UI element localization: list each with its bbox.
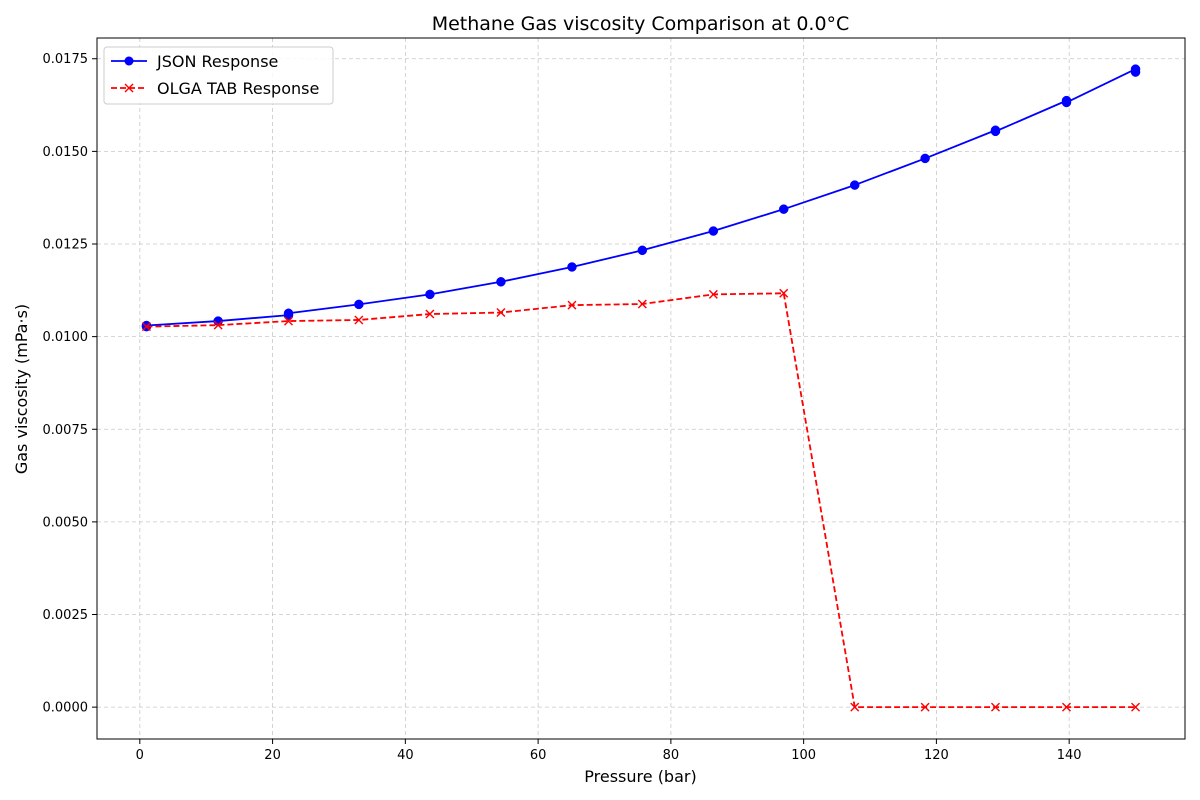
y-axis-label: Gas viscosity (mPa·s) — [12, 304, 31, 474]
x-marker-stroke — [637, 299, 647, 309]
legend-label-1: JSON Response — [156, 52, 278, 71]
x-marker-stroke — [567, 300, 577, 310]
series-2-point — [637, 299, 647, 309]
series-2-point — [708, 289, 718, 299]
x-marker-stroke — [708, 289, 718, 299]
y-tick-label: 0.0050 — [43, 515, 89, 530]
x-tick-label: 80 — [663, 748, 680, 763]
y-tick-label: 0.0125 — [43, 238, 89, 253]
x-marker-stroke — [496, 308, 506, 318]
series-1-point — [637, 245, 648, 256]
legend-label-2: OLGA TAB Response — [157, 79, 319, 98]
series-1-point — [1061, 97, 1072, 108]
series-2-point — [779, 288, 789, 298]
series-1-point — [708, 226, 719, 236]
series-2-point — [284, 316, 294, 326]
x-tick-label: 120 — [924, 748, 949, 763]
x-tick-label: 40 — [397, 748, 414, 763]
y-tick-label: 0.0175 — [43, 52, 89, 67]
x-marker-stroke — [1062, 702, 1072, 712]
series-1-point — [990, 126, 1001, 137]
series-2-point — [990, 702, 1000, 712]
x-marker-stroke — [779, 288, 789, 298]
legend-box — [103, 46, 334, 105]
series-1-point — [778, 204, 789, 214]
x-marker-stroke — [1131, 702, 1141, 712]
series-2-point — [496, 308, 506, 318]
x-tick-label: 140 — [1057, 748, 1082, 763]
x-tick-label: 60 — [530, 748, 547, 763]
series-2-point — [920, 702, 930, 712]
x-marker-stroke — [425, 309, 435, 319]
series-1-point — [354, 299, 364, 310]
x-marker-stroke — [990, 702, 1000, 712]
series-2-point — [1062, 702, 1072, 712]
series-1-point — [425, 289, 435, 300]
x-tick-label: 0 — [136, 748, 144, 763]
series-1-point — [920, 153, 930, 164]
series-2-point — [354, 315, 364, 325]
x-marker-stroke — [354, 315, 364, 325]
x-marker-stroke — [213, 320, 223, 330]
series-1-point — [496, 277, 506, 287]
x-marker-stroke — [920, 702, 930, 712]
y-tick-label: 0.0075 — [43, 423, 89, 438]
y-tick-label: 0.0100 — [43, 330, 89, 345]
legend-marker-1 — [124, 56, 134, 66]
legend: JSON Response OLGA TAB Response — [103, 46, 334, 105]
series-2-point — [850, 702, 860, 712]
plot-frame — [96, 37, 1186, 740]
y-tick-label: 0.0150 — [43, 145, 89, 160]
x-tick-label: 100 — [791, 748, 816, 763]
series-2-point — [1131, 702, 1141, 712]
x-marker-stroke — [850, 702, 860, 712]
y-tick-label: 0.0000 — [43, 701, 89, 716]
series-1-point — [567, 262, 577, 272]
series-2-point — [141, 322, 151, 332]
x-marker-stroke — [141, 322, 151, 332]
x-marker-stroke — [284, 316, 294, 326]
series-2-point — [567, 300, 577, 310]
series-2-point — [425, 309, 435, 319]
y-tick-label: 0.0025 — [43, 608, 89, 623]
x-marker-stroke — [124, 83, 134, 93]
plot-area: 0 20 40 60 80 100 120 140 0.0000 0.0025 0.0050 0.00… — [43, 37, 1186, 763]
series-1-point — [849, 180, 860, 190]
series-1-point — [283, 308, 294, 319]
series-2-point — [213, 320, 223, 330]
x-axis-label: Pressure (bar) — [584, 767, 696, 786]
x-tick-label: 20 — [264, 748, 281, 763]
series-1-point — [141, 320, 152, 331]
series-1-point — [1130, 67, 1141, 77]
legend-marker-2 — [124, 83, 134, 93]
chart-title: Methane Gas viscosity Comparison at 0.0°… — [432, 13, 850, 35]
